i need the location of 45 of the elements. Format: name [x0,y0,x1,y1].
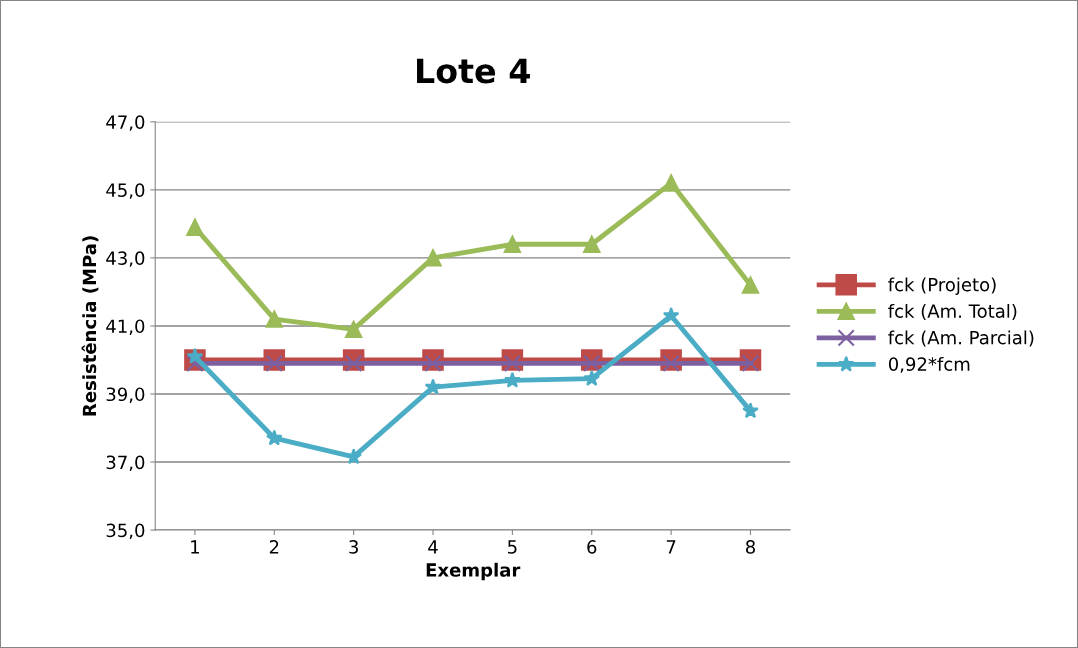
point [265,429,283,446]
point [186,347,204,364]
point [662,174,680,192]
x-tick-label: 6 [587,540,597,554]
point [742,402,759,419]
x-tick-label: 1 [191,540,199,554]
x-tick-label: 4 [428,540,438,554]
point [583,370,601,386]
x-tick-label: 2 [269,540,279,554]
y-tick-label: 45,0 [106,183,145,199]
point [424,378,442,395]
point [741,354,760,373]
y-tick-label: 39,0 [106,387,145,403]
point [583,354,601,373]
point [344,320,363,339]
y-axis-title: Resistência (MPa) [81,236,99,416]
x-tick-label: 8 [745,540,755,554]
point [424,354,442,373]
point [186,218,204,236]
point [186,354,204,373]
y-tick-label: 37,0 [106,455,145,471]
point [583,235,601,253]
point [265,310,283,328]
x-axis-title: Exemplar [426,562,521,581]
point [265,354,283,373]
x-tick-label: 7 [666,540,676,554]
x-tick-label: 5 [508,540,517,554]
legend-label: fck (Am. Parcial) [888,330,1034,347]
point [662,307,680,323]
legend-label: fck (Projeto) [888,277,996,295]
y-tick-label: 35,0 [106,523,145,540]
point [503,354,522,373]
y-tick-label: 43,0 [106,251,145,267]
y-tick-label: 47,0 [106,115,145,131]
point [741,276,760,294]
point [424,249,442,267]
point [504,371,521,388]
legend-label: fck (Am. Total) [888,303,1017,321]
point [662,354,680,373]
y-tick-label: 41,0 [106,319,145,335]
chart-title: Lote 4 [417,58,530,84]
x-tick-label: 3 [349,540,358,554]
point [344,354,363,373]
legend-label: 0,92*fcm [888,356,970,373]
point [503,235,522,253]
